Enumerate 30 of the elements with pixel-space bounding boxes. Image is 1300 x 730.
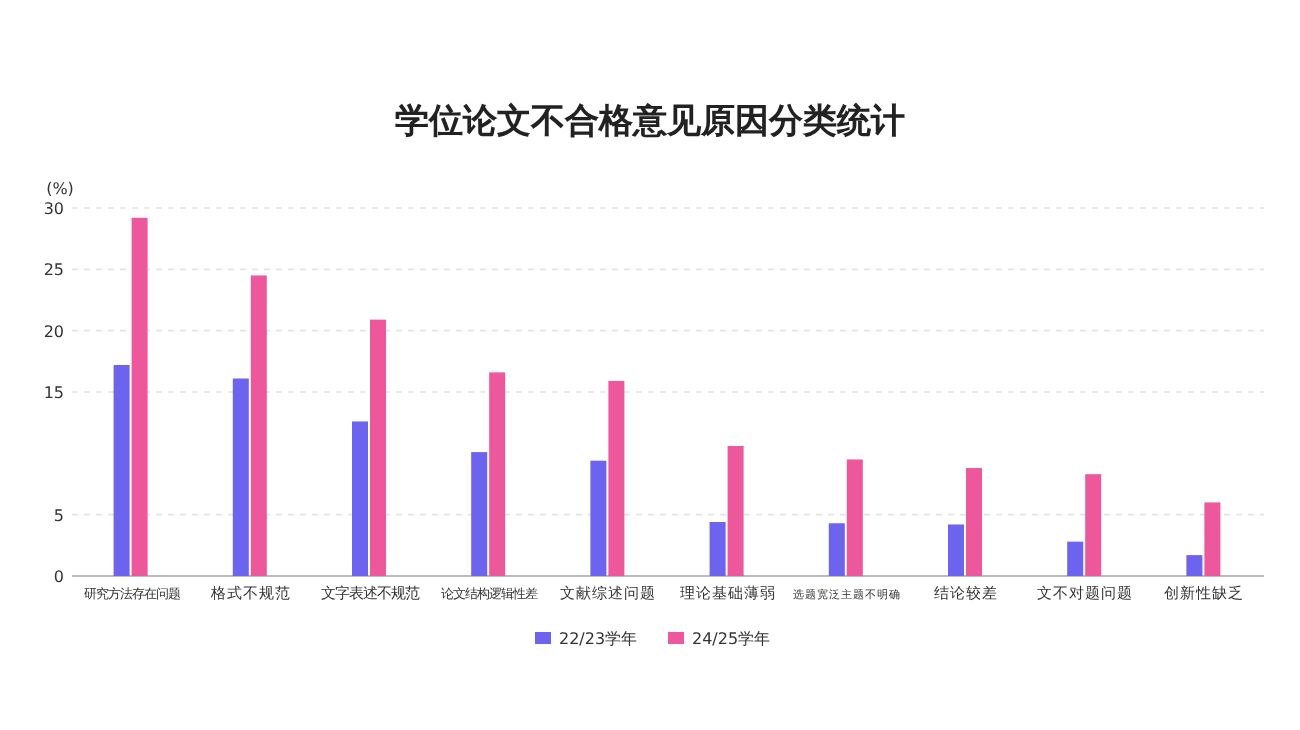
bar (113, 365, 130, 576)
y-tick-label: 20 (43, 322, 64, 341)
y-tick-label: 25 (43, 261, 64, 280)
bar (352, 421, 368, 576)
bar (1067, 541, 1084, 576)
bar (232, 378, 249, 576)
bar (966, 468, 982, 576)
bar (1204, 502, 1221, 576)
bar (828, 523, 845, 576)
y-axis-title: (%) (46, 180, 74, 198)
bar (370, 319, 386, 576)
bar (608, 380, 625, 576)
bar (727, 445, 744, 576)
y-tick-label: 15 (43, 384, 64, 402)
bar (131, 217, 148, 576)
y-tick-label: 0 (53, 568, 64, 586)
bar (471, 452, 488, 576)
y-tick-label: 30 (43, 200, 64, 218)
y-tick-label: 5 (53, 506, 64, 525)
legend-label: 22/23学年 (559, 630, 638, 648)
bar (846, 459, 863, 576)
bar (590, 460, 607, 576)
bar (250, 275, 267, 576)
bar (489, 372, 506, 576)
bar (948, 524, 964, 576)
legend-label: 24/25学年 (692, 630, 771, 648)
bar (709, 522, 726, 576)
bar (1085, 474, 1102, 576)
bar (1186, 555, 1203, 576)
chart-title: 学位论文不合格意见原因分类统计 (395, 102, 905, 142)
